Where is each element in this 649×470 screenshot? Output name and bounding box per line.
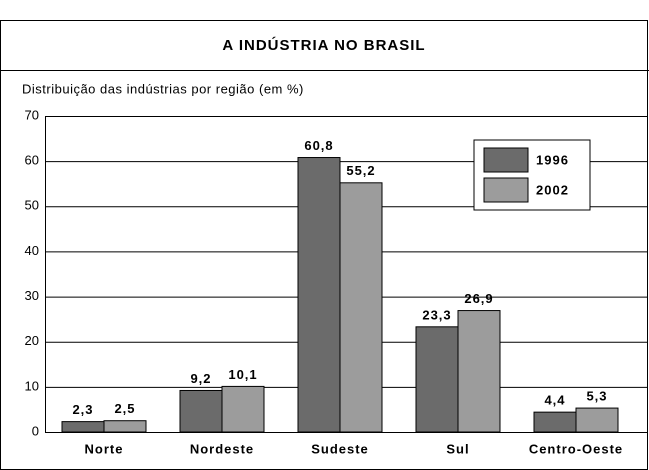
x-tick-label: Centro-Oeste xyxy=(529,441,623,456)
legend-label: 1996 xyxy=(536,152,569,167)
bar xyxy=(297,157,341,433)
value-label: 23,3 xyxy=(422,307,451,322)
value-label: 5,3 xyxy=(586,389,607,404)
y-tick-label: 30 xyxy=(25,288,39,303)
value-label: 9,2 xyxy=(190,371,211,386)
value-label: 55,2 xyxy=(346,163,375,178)
bar xyxy=(457,310,501,433)
y-tick-label: 60 xyxy=(25,153,39,168)
legend-swatch xyxy=(483,147,529,173)
value-label: 4,4 xyxy=(544,393,565,408)
x-tick-label: Sudeste xyxy=(311,441,369,456)
y-tick-label: 40 xyxy=(25,243,39,258)
y-tick-label: 70 xyxy=(25,107,39,122)
y-tick-label: 0 xyxy=(32,423,39,438)
y-tick-label: 20 xyxy=(25,333,39,348)
bar xyxy=(179,389,223,433)
x-tick-label: Norte xyxy=(85,441,124,456)
y-tick-label: 10 xyxy=(25,378,39,393)
bar xyxy=(339,182,383,433)
bar xyxy=(61,421,105,433)
value-label: 60,8 xyxy=(304,138,333,153)
value-label: 26,9 xyxy=(464,291,493,306)
value-label: 2,3 xyxy=(72,402,93,417)
chart-subtitle: Distribuição das indústrias por região (… xyxy=(22,81,304,96)
x-tick-label: Nordeste xyxy=(190,441,254,456)
bar xyxy=(575,407,619,433)
bar xyxy=(533,411,577,433)
y-tick-label: 50 xyxy=(25,198,39,213)
bar xyxy=(415,326,459,433)
chart-title: A INDÚSTRIA NO BRASIL xyxy=(222,36,425,54)
legend-label: 2002 xyxy=(536,182,569,197)
legend-swatch xyxy=(483,177,529,203)
value-label: 2,5 xyxy=(114,401,135,416)
bar xyxy=(103,420,147,433)
x-tick-label: Sul xyxy=(446,441,469,456)
value-label: 10,1 xyxy=(228,367,257,382)
bar xyxy=(221,385,265,433)
